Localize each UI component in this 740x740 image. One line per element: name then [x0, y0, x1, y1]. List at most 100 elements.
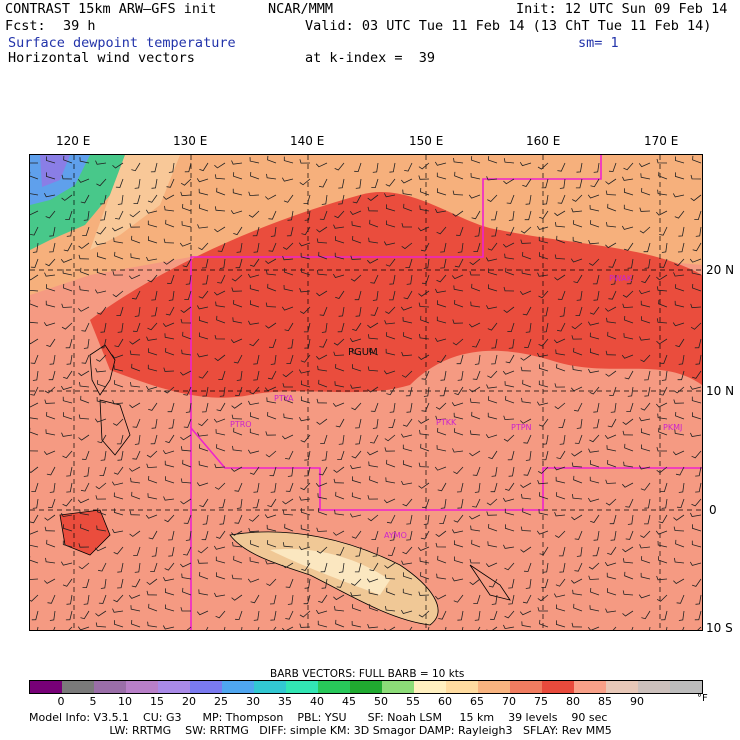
- wind-barb: [78, 242, 90, 249]
- wind-barb: [215, 556, 226, 564]
- wind-barb: [503, 306, 515, 314]
- wind-barb: [46, 539, 56, 548]
- wind-barb: [623, 558, 634, 564]
- wind-barb: [216, 315, 226, 324]
- wind-barb: [472, 466, 481, 476]
- land-halmahera: [59, 509, 111, 556]
- wind-barb: [264, 386, 277, 392]
- field-fill-driest-nw: [40, 155, 70, 187]
- colorbar-segment: [542, 681, 574, 693]
- wind-barb: [182, 258, 192, 268]
- wind-barb: [112, 399, 124, 405]
- wind-barb: [508, 578, 515, 589]
- wind-barb: [453, 594, 464, 603]
- wind-barb: [522, 178, 532, 187]
- wind-barb: [147, 274, 158, 283]
- colorbar-tick-label: 25: [214, 695, 228, 708]
- wind-barb: [644, 386, 651, 397]
- colorbar-segment: [382, 681, 414, 693]
- wind-barb: [81, 322, 90, 332]
- wind-barb: [624, 315, 634, 324]
- wind-barb: [487, 370, 498, 379]
- wind-barb: [301, 562, 311, 571]
- wind-barb: [63, 283, 73, 292]
- colorbar-tick-label: 60: [438, 695, 452, 708]
- wind-barb: [80, 395, 90, 404]
- wind-barb: [439, 386, 447, 397]
- wind-barb: [672, 450, 685, 456]
- wind-barb: [504, 508, 515, 516]
- wind-barb: [96, 226, 107, 235]
- wind-barb: [502, 370, 515, 375]
- wind-barb: [504, 482, 515, 491]
- wind-barb: [49, 482, 56, 493]
- wind-barb: [384, 193, 396, 198]
- wind-barb: [639, 207, 651, 212]
- wind-barb: [692, 242, 702, 252]
- wind-barb: [572, 194, 583, 202]
- wind-barb: [607, 459, 617, 468]
- wind-barb: [282, 562, 294, 569]
- wind-barb: [523, 434, 532, 444]
- wind-barb: [316, 418, 328, 425]
- wind-barb: [202, 514, 209, 525]
- wind-barb: [265, 450, 277, 458]
- wind-barb: [649, 626, 651, 630]
- wind-barb: [536, 225, 549, 230]
- wind-barb: [675, 172, 685, 180]
- wind-barb: [622, 546, 634, 553]
- wind-barb: [128, 594, 141, 599]
- wind-barb: [250, 540, 260, 548]
- wind-barb: [436, 445, 447, 452]
- wind-barb: [525, 194, 532, 205]
- wind-barb: [236, 242, 243, 253]
- colorbar-tick-label: 70: [502, 695, 516, 708]
- wind-barb: [385, 477, 396, 484]
- lon-label-150e: 150 E: [409, 134, 444, 148]
- wind-barb: [420, 242, 430, 252]
- wind-barb: [180, 191, 192, 197]
- wind-barb: [572, 589, 583, 596]
- wind-barb: [233, 555, 243, 564]
- wind-barb: [485, 257, 498, 262]
- wind-barb: [150, 162, 158, 173]
- wind-barb: [333, 530, 345, 536]
- wind-barb: [316, 226, 328, 233]
- wind-barb: [640, 530, 651, 538]
- wind-barb: [522, 507, 532, 516]
- wind-barb: [587, 626, 600, 630]
- wind-barb: [538, 338, 549, 347]
- wind-barb: [694, 210, 702, 221]
- wind-barb: [472, 370, 481, 380]
- wind-barb: [541, 578, 549, 589]
- wind-barb: [180, 318, 192, 324]
- wind-barb: [62, 578, 73, 587]
- wind-barb: [131, 363, 141, 372]
- wind-barb: [691, 269, 702, 276]
- wind-barb: [113, 492, 124, 500]
- wind-barb: [112, 608, 124, 613]
- wind-barb: [351, 476, 362, 484]
- wind-barb: [503, 286, 515, 292]
- wind-barb: [661, 370, 668, 381]
- colorbar-segment: [286, 681, 318, 693]
- wind-barb: [571, 462, 583, 468]
- wind-barb: [53, 626, 56, 630]
- wind-barb: [474, 354, 481, 365]
- wind-barb: [520, 418, 532, 424]
- wind-barb: [691, 524, 702, 532]
- wind-barb: [435, 594, 447, 600]
- colorbar-segment: [510, 681, 542, 693]
- wind-barb: [117, 322, 124, 333]
- wind-barb: [61, 194, 73, 201]
- wind-barb: [401, 480, 413, 486]
- wind-barb: [113, 466, 124, 475]
- wind-barb: [661, 242, 668, 253]
- wind-barb: [30, 162, 38, 164]
- wind-barb: [131, 290, 141, 300]
- wind-barb: [77, 626, 90, 630]
- wind-barb: [30, 386, 39, 396]
- wind-barb: [402, 444, 413, 452]
- wind-barb: [268, 210, 277, 220]
- wind-barb: [488, 156, 498, 164]
